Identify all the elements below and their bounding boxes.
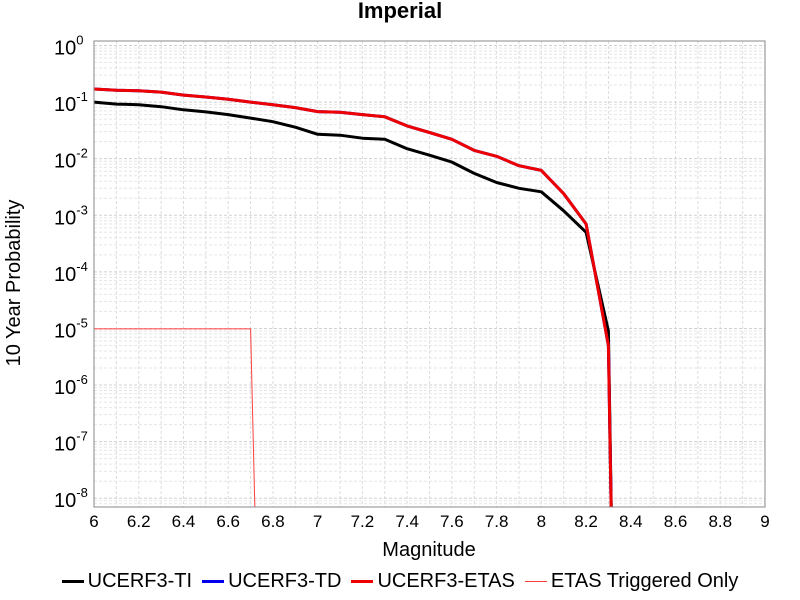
legend-label: UCERF3-TD — [228, 569, 342, 592]
x-tick-label: 6.8 — [261, 512, 285, 531]
x-tick-label: 7.6 — [440, 512, 464, 531]
x-tick-label: 6.4 — [172, 512, 196, 531]
series-line-ucerf3-ti — [94, 100, 613, 507]
legend-swatch — [61, 579, 84, 583]
x-tick-label: 6.2 — [127, 512, 151, 531]
x-tick-label: 8.8 — [708, 512, 732, 531]
y-tick-labels: 100 10-1 10-2 10-3 10-4 10-5 10-6 10-7 10-8 — [54, 32, 88, 512]
x-tick-label: 9 — [760, 512, 769, 531]
x-tick-label: 8.6 — [664, 512, 688, 531]
legend-swatch — [351, 579, 374, 583]
y-tick-label: 10-5 — [54, 315, 88, 342]
y-tick-label: 10-6 — [54, 372, 88, 399]
grid — [93, 41, 766, 508]
legend-item: UCERF3-TI — [61, 569, 193, 593]
legend-item: ETAS Triggered Only — [524, 569, 739, 593]
x-tick-label: 7 — [313, 512, 322, 531]
x-axis-label: Magnitude — [382, 539, 475, 561]
x-tick-label: 7.8 — [485, 512, 509, 531]
y-tick-label: 10-4 — [54, 259, 88, 286]
x-tick-labels: 6 6.2 6.4 6.6 6.8 7 7.2 7.4 7.6 7.8 8 8.2 8.4 8.6 8.8 9 — [89, 512, 769, 531]
y-tick-label: 10-8 — [54, 485, 88, 512]
legend-item: UCERF3-TD — [202, 570, 341, 593]
series-layer — [94, 87, 613, 507]
x-tick-label: 7.4 — [395, 512, 419, 531]
x-tick-label: 8 — [537, 512, 546, 531]
legend: UCERF3-TI UCERF3-TD UCERF3-ETAS ETAS Trigge… — [0, 566, 800, 596]
x-tick-label: 8.4 — [619, 512, 643, 531]
x-tick-label: 8.2 — [574, 512, 598, 531]
y-tick-label: 10-1 — [54, 89, 88, 116]
y-tick-label: 10-2 — [54, 146, 88, 173]
y-axis-label: 10 Year Probability — [3, 200, 25, 367]
series-line-etas-triggered-only — [94, 328, 256, 507]
legend-swatch — [202, 579, 225, 583]
y-tick-label: 10-3 — [54, 202, 88, 229]
legend-label: UCERF3-ETAS — [377, 569, 515, 592]
x-tick-label: 6.6 — [216, 512, 240, 531]
legend-swatch — [524, 580, 547, 582]
y-tick-label: 100 — [54, 32, 83, 59]
x-tick-label: 6 — [89, 512, 98, 531]
chart-title: Imperial — [358, 0, 442, 23]
x-tick-label: 7.2 — [351, 512, 375, 531]
y-tick-label: 10-7 — [54, 429, 88, 456]
legend-label: ETAS Triggered Only — [550, 569, 739, 592]
legend-label: UCERF3-TI — [87, 569, 193, 592]
series-line-ucerf3-etas — [94, 87, 613, 507]
legend-item: UCERF3-ETAS — [351, 569, 515, 593]
plot-frame — [93, 40, 766, 508]
